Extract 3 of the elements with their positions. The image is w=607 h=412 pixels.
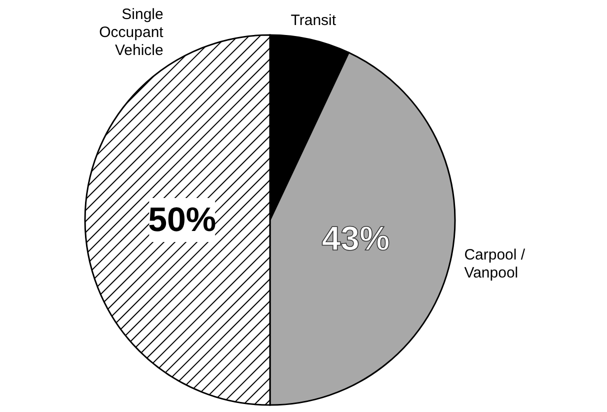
slice-label: Carpool / Vanpool xyxy=(464,246,526,281)
data-label: 43% xyxy=(322,220,390,258)
slice-label: Transit xyxy=(290,11,337,28)
